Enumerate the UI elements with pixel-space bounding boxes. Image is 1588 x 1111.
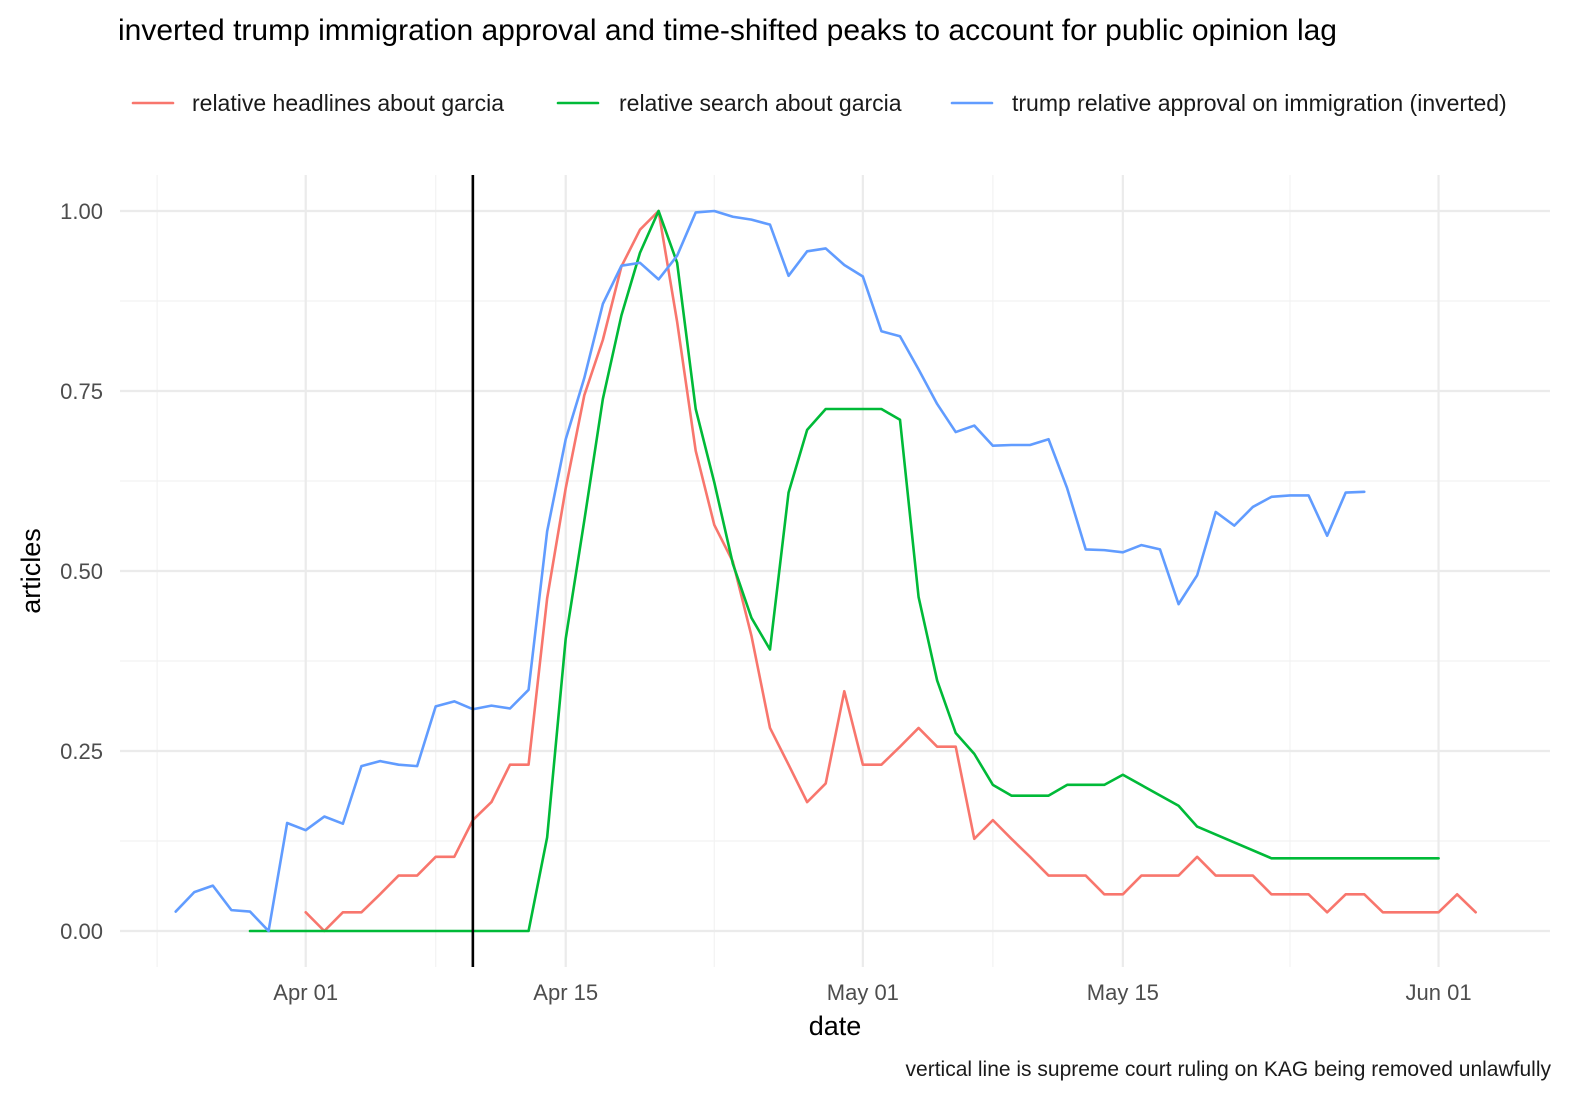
legend-label: trump relative approval on immigration (… [1012, 90, 1507, 116]
series-line [248, 209, 1440, 933]
y-tick-label: 0.75 [60, 379, 103, 404]
y-tick-label: 0.00 [60, 919, 103, 944]
x-tick-label: Jun 01 [1406, 980, 1472, 1005]
legend-label: relative headlines about garcia [192, 90, 504, 116]
x-axis-ticks: Apr 01 Apr 15 May 01 May 15 Jun 01 [273, 980, 1471, 1005]
gridlines [120, 175, 1550, 967]
legend-item: relative search about garcia [556, 90, 902, 116]
legend-item: relative headlines about garcia [131, 90, 504, 116]
legend-item: trump relative approval on immigration (… [950, 90, 1507, 116]
x-tick-label: May 15 [1087, 980, 1159, 1005]
y-axis-title: articles [16, 528, 46, 614]
plot-panel [120, 175, 1550, 967]
chart-title: inverted trump immigration approval and … [118, 14, 1337, 47]
x-axis-title: date [809, 1011, 862, 1041]
series-line [174, 209, 1366, 933]
x-tick-label: May 01 [827, 980, 899, 1005]
y-axis-ticks: 0.00 0.25 0.50 0.75 1.00 [60, 199, 103, 944]
x-tick-label: Apr 01 [273, 980, 338, 1005]
y-tick-label: 0.25 [60, 739, 103, 764]
series-lines [174, 209, 1478, 933]
legend: relative headlines about garcia relative… [131, 90, 1507, 116]
series-line [304, 209, 1478, 933]
y-tick-label: 0.50 [60, 559, 103, 584]
x-tick-label: Apr 15 [533, 980, 598, 1005]
y-tick-label: 1.00 [60, 199, 103, 224]
legend-label: relative search about garcia [619, 90, 902, 116]
caption: vertical line is supreme court ruling on… [906, 1058, 1552, 1081]
